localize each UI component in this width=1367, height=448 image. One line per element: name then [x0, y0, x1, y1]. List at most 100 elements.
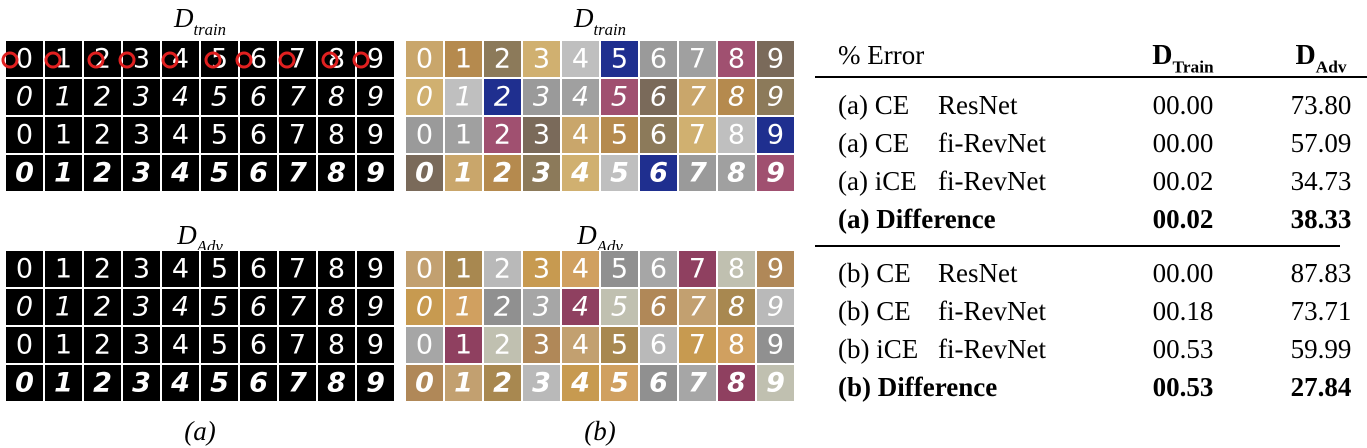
digit: 4 — [170, 368, 190, 399]
cell-adv: 38.33 — [1291, 204, 1352, 234]
digit: 7 — [688, 368, 707, 399]
digit-cell — [357, 289, 394, 325]
digit: 3 — [533, 120, 550, 151]
digit: 1 — [55, 330, 72, 361]
digit-cell — [201, 327, 238, 363]
cell-train: 00.00 — [1153, 128, 1214, 158]
cell-adv: 73.80 — [1291, 90, 1352, 120]
digit: 3 — [533, 330, 550, 361]
digit: 2 — [494, 120, 511, 151]
digit-cell — [45, 117, 82, 153]
digit: 8 — [328, 254, 345, 285]
subscripted-title: DAdv — [1295, 40, 1346, 76]
digit: 4 — [172, 120, 189, 151]
highlight-circle — [87, 51, 105, 69]
digit-cell — [601, 79, 638, 115]
digit: 6 — [249, 158, 268, 189]
digit: 0 — [16, 254, 33, 285]
digit: 6 — [250, 330, 267, 361]
digit: 3 — [133, 82, 150, 113]
digit-cell — [240, 117, 277, 153]
subscript: Adv — [1316, 57, 1347, 76]
digit-cell — [718, 155, 755, 191]
digit-cell — [523, 289, 560, 325]
digit: 0 — [416, 254, 433, 285]
row-model: fi-RevNet — [938, 128, 1046, 158]
digit: 9 — [766, 158, 785, 189]
digit: 4 — [172, 44, 189, 75]
digit: 2 — [93, 368, 112, 399]
digit: 7 — [689, 44, 706, 75]
digit-cell — [201, 289, 238, 325]
digit: 0 — [16, 44, 33, 75]
symbol: D — [576, 220, 597, 250]
digit: 3 — [532, 158, 551, 189]
digit-cell — [718, 79, 755, 115]
digit-cell — [162, 251, 199, 287]
digit-cell — [640, 365, 677, 401]
digit-cell — [318, 117, 355, 153]
digit: 2 — [94, 82, 111, 113]
digit: 4 — [572, 330, 589, 361]
cell-adv: 87.83 — [1291, 258, 1352, 288]
digit-cell — [240, 289, 277, 325]
digit: 6 — [650, 254, 667, 285]
digit-cell — [84, 155, 121, 191]
digit: 5 — [611, 44, 628, 75]
digit-cell — [523, 365, 560, 401]
digit-cell — [640, 251, 677, 287]
digit-cell — [279, 327, 316, 363]
digit: 1 — [455, 292, 472, 323]
digit-cell — [84, 251, 121, 287]
digit-cell — [201, 251, 238, 287]
digit-cell — [84, 117, 121, 153]
digit: 1 — [54, 158, 73, 189]
digit: 1 — [55, 292, 72, 323]
digit-cell — [240, 251, 277, 287]
digit-cell — [240, 327, 277, 363]
digit-cell — [445, 79, 482, 115]
digit: 9 — [367, 44, 384, 75]
digit-cell — [162, 155, 199, 191]
digit: 1 — [454, 368, 473, 399]
digit: 2 — [494, 82, 511, 113]
digit-cell — [718, 327, 755, 363]
symbol: D — [173, 3, 194, 33]
digit-cell — [240, 365, 277, 401]
digit: 1 — [55, 82, 72, 113]
digit-cell — [601, 155, 638, 191]
digit-cell — [123, 327, 160, 363]
digit: 8 — [728, 330, 745, 361]
digit-cell — [84, 289, 121, 325]
digit-cell — [318, 79, 355, 115]
digit: 7 — [289, 120, 306, 151]
digit: 3 — [533, 254, 550, 285]
digit-cell — [484, 327, 521, 363]
digit-cell — [123, 41, 160, 77]
digit: 3 — [532, 368, 551, 399]
digit-cell — [601, 251, 638, 287]
digit-cell — [201, 117, 238, 153]
digit-cell — [318, 155, 355, 191]
digit: 2 — [94, 120, 111, 151]
digit: 8 — [728, 254, 745, 285]
digit: 2 — [93, 158, 112, 189]
row-label: (a) CE — [838, 90, 909, 120]
digit: 4 — [172, 82, 189, 113]
digit: 2 — [494, 292, 511, 323]
digit-cell — [357, 155, 394, 191]
digit-cell — [601, 41, 638, 77]
digit-cell — [562, 79, 599, 115]
digit-cell — [123, 117, 160, 153]
digit: 8 — [327, 368, 346, 399]
digit: 6 — [250, 44, 267, 75]
symbol: D — [176, 220, 197, 250]
subscript: train — [193, 20, 226, 39]
digit-cell — [718, 251, 755, 287]
digit-cell — [162, 117, 199, 153]
digit: 1 — [455, 330, 472, 361]
digit: 7 — [288, 158, 307, 189]
digit: 0 — [416, 82, 433, 113]
digit-cell — [757, 289, 794, 325]
row-model: fi-RevNet — [938, 296, 1046, 326]
